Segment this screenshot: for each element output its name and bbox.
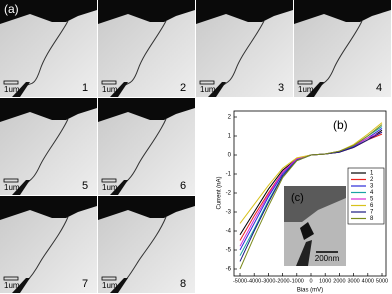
electrode-top [196, 0, 293, 24]
scale-label: 1um [102, 85, 118, 94]
scale-bar [3, 178, 19, 183]
x-tick-label: -2000 [276, 278, 290, 284]
panel-label: (a) [4, 2, 19, 16]
scale-label: 1um [4, 281, 20, 290]
inset-wire [300, 222, 314, 240]
scale-bar [199, 80, 215, 85]
tem-frame: 1um 8 [98, 196, 195, 293]
scale-label: 1um [200, 85, 216, 94]
tem-frame: 1um 3 [196, 0, 293, 97]
panel-label: (b) [333, 118, 348, 132]
frame-number: 3 [278, 82, 284, 94]
electrode-top [98, 196, 195, 220]
electrode-tip [12, 180, 30, 195]
electrode-top [98, 98, 195, 122]
frame-number: 5 [82, 180, 88, 192]
x-tick-label: 5000 [376, 278, 388, 284]
scale-bar [3, 80, 19, 85]
legend-label: 1 [370, 171, 374, 177]
electrode-tip [306, 82, 324, 97]
nanowire [25, 20, 69, 87]
y-tick-label: -5 [226, 248, 232, 254]
x-tick-label: 0 [309, 278, 312, 284]
x-tick-label: 3000 [347, 278, 359, 284]
frame-number: 2 [180, 82, 186, 94]
inset-scale-label: 200nm [315, 254, 340, 263]
electrode-top [98, 0, 195, 24]
series-line [239, 124, 383, 270]
x-axis-title: Bias (mV) [297, 288, 323, 294]
y-tick-label: -6 [226, 267, 232, 273]
legend-label: 4 [370, 190, 374, 196]
electrode-tip [12, 82, 30, 97]
frame-number: 1 [82, 82, 88, 94]
electrode-top [0, 98, 97, 122]
legend-label: 5 [370, 197, 374, 203]
y-tick-label: -3 [226, 210, 232, 216]
x-tick-label: -3000 [261, 278, 275, 284]
inset-label: (c) [291, 192, 304, 204]
tem-frame: 1um 5 [0, 98, 97, 195]
x-tick-label: -5000 [233, 278, 247, 284]
nanowire [319, 20, 363, 87]
scale-label: 1um [102, 183, 118, 192]
tem-frame: 1um 2 [98, 0, 195, 97]
nanowire [25, 118, 69, 185]
legend-label: 2 [370, 177, 374, 183]
electrode-tip [110, 278, 128, 293]
electrode-tip [208, 82, 226, 97]
inset-tip [296, 240, 312, 266]
tem-frame: 1um 7 [0, 196, 97, 293]
tem-frame: 1um 4 [294, 0, 391, 97]
electrode-tip [12, 278, 30, 293]
legend-label: 8 [370, 216, 374, 222]
x-tick-label: 4000 [362, 278, 374, 284]
scale-bar [101, 276, 117, 281]
y-tick-label: 1 [228, 134, 232, 140]
electrode-top [0, 196, 97, 220]
scale-label: 1um [4, 183, 20, 192]
y-tick-label: -4 [226, 229, 232, 235]
y-tick-label: 2 [228, 115, 232, 121]
inset-electrode [284, 186, 346, 222]
frame-number: 4 [376, 82, 382, 94]
electrode-tip [110, 180, 128, 195]
x-tick-label: 1000 [319, 278, 331, 284]
legend-label: 6 [370, 203, 374, 209]
x-tick-label: -4000 [247, 278, 261, 284]
scale-bar [101, 80, 117, 85]
y-tick-label: 0 [228, 153, 232, 159]
frame-number: 8 [180, 278, 186, 290]
scale-bar [297, 80, 313, 85]
scale-bar [3, 276, 19, 281]
scale-label: 1um [102, 281, 118, 290]
y-tick-label: -2 [226, 191, 232, 197]
nanowire [221, 20, 265, 87]
scale-bar [101, 178, 117, 183]
electrode-top [294, 0, 391, 24]
legend-label: 7 [370, 210, 374, 216]
scale-label: 1um [4, 85, 20, 94]
frame-number: 7 [82, 278, 88, 290]
tem-frame: 1um 1 (a) [0, 0, 97, 97]
electrode-top [0, 0, 97, 24]
scale-label: 1um [298, 85, 314, 94]
nanowire [123, 20, 167, 87]
nanowire [123, 216, 167, 283]
frame-number: 6 [180, 180, 186, 192]
y-axis-title: Current (nA) [217, 176, 223, 209]
electrode-tip [110, 82, 128, 97]
x-tick-label: -1000 [290, 278, 304, 284]
legend-box [347, 167, 385, 225]
y-tick-label: -1 [226, 172, 232, 178]
tem-frame: 1um 6 [98, 98, 195, 195]
legend-label: 3 [370, 184, 374, 190]
x-tick-label: 2000 [333, 278, 345, 284]
